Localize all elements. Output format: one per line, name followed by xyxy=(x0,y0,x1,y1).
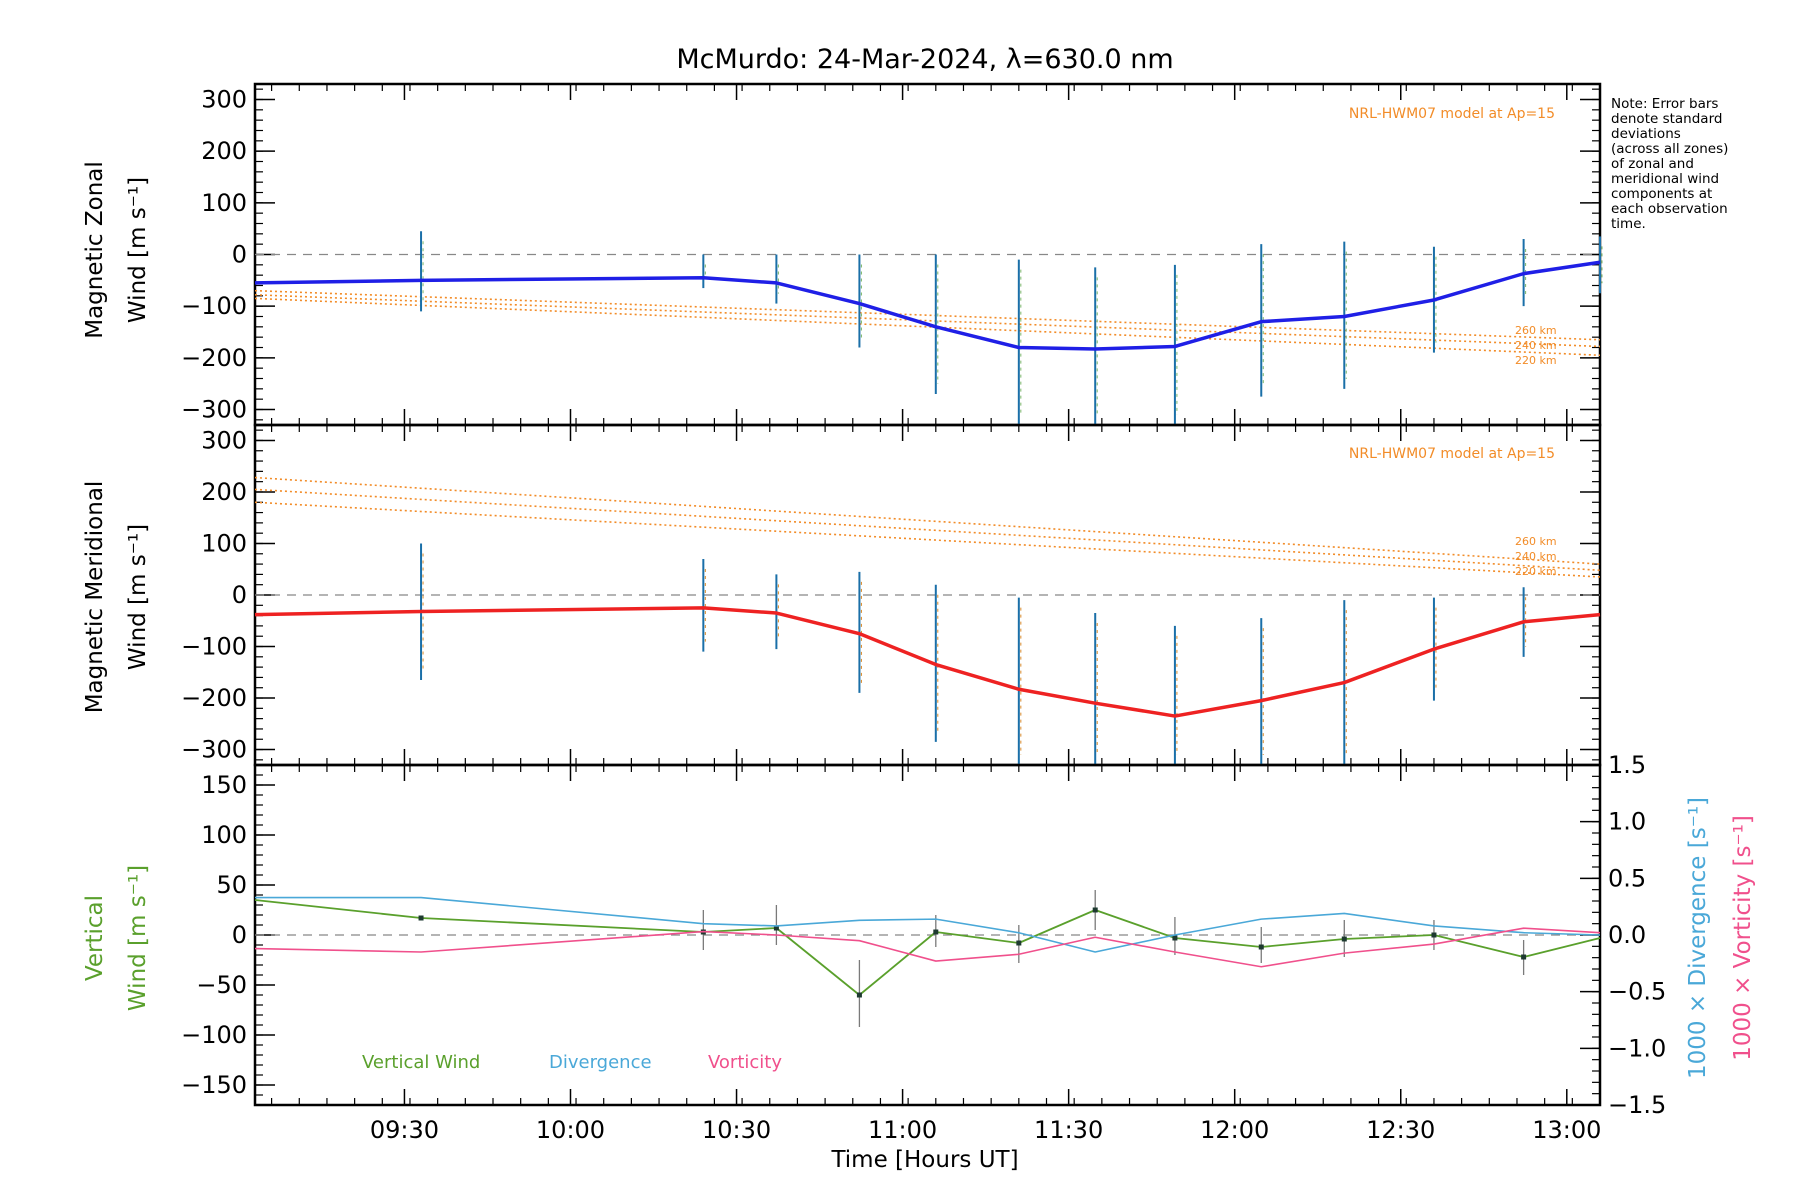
y-tick-label: −300 xyxy=(181,396,247,424)
vertical-wind-point xyxy=(933,929,939,935)
zonal-alt-label-240: 240 km xyxy=(1515,339,1557,352)
y-tick-label: −100 xyxy=(181,1021,247,1049)
y-tick-label: 300 xyxy=(201,86,247,114)
note-line: denote standard xyxy=(1611,111,1722,127)
y2-tick-label: 0.0 xyxy=(1608,921,1646,949)
note-line: (across all zones) xyxy=(1611,141,1728,157)
note-block: Note: Error bars denote standard deviati… xyxy=(1611,96,1728,232)
note-line: components at xyxy=(1611,186,1712,202)
y-tick-label: −50 xyxy=(196,971,247,999)
y-tick-label: −200 xyxy=(181,344,247,372)
x-tick-label: 10:00 xyxy=(536,1116,605,1144)
note-line: Note: Error bars xyxy=(1611,96,1718,112)
x-tick-label: 13:00 xyxy=(1532,1116,1601,1144)
zonal-alt-label-260: 260 km xyxy=(1515,324,1557,337)
y-tick-label: −100 xyxy=(181,633,247,661)
zonal-ylabel-line1: Magnetic Zonal xyxy=(82,161,108,339)
model-line-260km xyxy=(254,289,1601,341)
y2-tick-label: −1.5 xyxy=(1608,1091,1666,1119)
meridional-wind-panel: Magnetic Meridional Wind [m s⁻¹] NRL-HWM… xyxy=(82,423,1602,767)
y-tick-label: −100 xyxy=(181,292,247,320)
y-tick-label: 200 xyxy=(201,478,247,506)
y2-tick-label: 0.5 xyxy=(1608,864,1646,892)
meridional-ylabel-line2: Wind [m s⁻¹] xyxy=(125,524,151,670)
vertical-wind-point xyxy=(773,925,779,931)
vertical-wind-point xyxy=(418,915,424,921)
y2-tick-label: −1.0 xyxy=(1608,1034,1666,1062)
x-tick-label: 10:30 xyxy=(702,1116,771,1144)
vertical-wind-point xyxy=(1172,935,1178,941)
note-line: of zonal and xyxy=(1611,156,1694,172)
vorticity-line xyxy=(254,927,1601,968)
chart-title: McMurdo: 24-Mar-2024, λ=630.0 nm xyxy=(676,44,1173,75)
vertical-wind-panel: Vertical Wind [m s⁻¹] 1000 × Divergence … xyxy=(82,751,1756,1119)
model-line-240km xyxy=(254,294,1601,348)
note-line: each observation xyxy=(1611,201,1728,217)
y-tick-label: −300 xyxy=(181,736,247,764)
legend-vorticity: Vorticity xyxy=(708,1052,782,1073)
y2-tick-label: 1.5 xyxy=(1608,751,1646,779)
x-tick-label: 12:00 xyxy=(1200,1116,1269,1144)
divergence-line xyxy=(255,896,1601,953)
vertical-wind-point xyxy=(1521,954,1527,960)
meridional-alt-label-220: 220 km xyxy=(1515,565,1557,578)
y2-tick-label: 1.0 xyxy=(1608,808,1646,836)
note-line: time. xyxy=(1611,216,1646,232)
x-tick-label: 11:00 xyxy=(868,1116,937,1144)
x-tick-label: 11:30 xyxy=(1034,1116,1103,1144)
vertical-ylabel-line1: Vertical xyxy=(82,895,108,981)
x-axis-label: Time [Hours UT] xyxy=(830,1147,1018,1173)
vertical-wind-line xyxy=(254,899,1601,996)
vertical-wind-point xyxy=(1092,907,1098,913)
y-tick-label: −150 xyxy=(181,1071,247,1099)
model-line-220km xyxy=(254,297,1601,357)
vorticity-ylabel: 1000 × Vorticity [s⁻¹] xyxy=(1730,815,1756,1061)
zonal-alt-label-220: 220 km xyxy=(1515,354,1557,367)
zonal-wind-line xyxy=(254,260,1601,351)
y-tick-label: −200 xyxy=(181,684,247,712)
y-tick-label: 50 xyxy=(216,871,247,899)
vertical-wind-point xyxy=(1431,932,1437,938)
note-line: deviations xyxy=(1611,126,1681,142)
vertical-wind-point xyxy=(1341,936,1347,942)
meridional-alt-label-260: 260 km xyxy=(1515,535,1557,548)
y-tick-label: 200 xyxy=(201,137,247,165)
y2-tick-label: −0.5 xyxy=(1608,978,1666,1006)
meridional-alt-label-240: 240 km xyxy=(1515,550,1557,563)
x-tick-label: 12:30 xyxy=(1366,1116,1435,1144)
y-tick-label: 0 xyxy=(232,921,247,949)
meridional-ylabel-line1: Magnetic Meridional xyxy=(82,481,108,714)
vertical-wind-point xyxy=(1258,944,1264,950)
y-tick-label: 100 xyxy=(201,821,247,849)
zonal-model-label: NRL-HWM07 model at Ap=15 xyxy=(1349,106,1555,122)
vertical-ylabel-line2: Wind [m s⁻¹] xyxy=(125,865,151,1011)
y-tick-label: 0 xyxy=(232,241,247,269)
x-tick-label: 09:30 xyxy=(370,1116,439,1144)
meridional-model-label: NRL-HWM07 model at Ap=15 xyxy=(1349,446,1555,462)
y-tick-label: 100 xyxy=(201,529,247,557)
vertical-wind-point xyxy=(856,992,862,998)
y-tick-label: 300 xyxy=(201,426,247,454)
x-tick-labels: 09:30 10:00 10:30 11:00 11:30 12:00 12:30 13:00 xyxy=(370,1116,1602,1144)
zonal-ylabel-line2: Wind [m s⁻¹] xyxy=(125,177,151,323)
y-tick-label: 150 xyxy=(201,771,247,799)
meridional-wind-line xyxy=(254,606,1601,718)
y-tick-label: 0 xyxy=(232,581,247,609)
legend-divergence: Divergence xyxy=(549,1052,652,1073)
y-tick-label: 100 xyxy=(201,189,247,217)
vertical-wind-point xyxy=(1016,940,1022,946)
note-line: meridional wind xyxy=(1611,171,1719,187)
legend-vertical-wind: Vertical Wind xyxy=(362,1052,480,1073)
divergence-ylabel: 1000 × Divergence [s⁻¹] xyxy=(1685,797,1711,1079)
